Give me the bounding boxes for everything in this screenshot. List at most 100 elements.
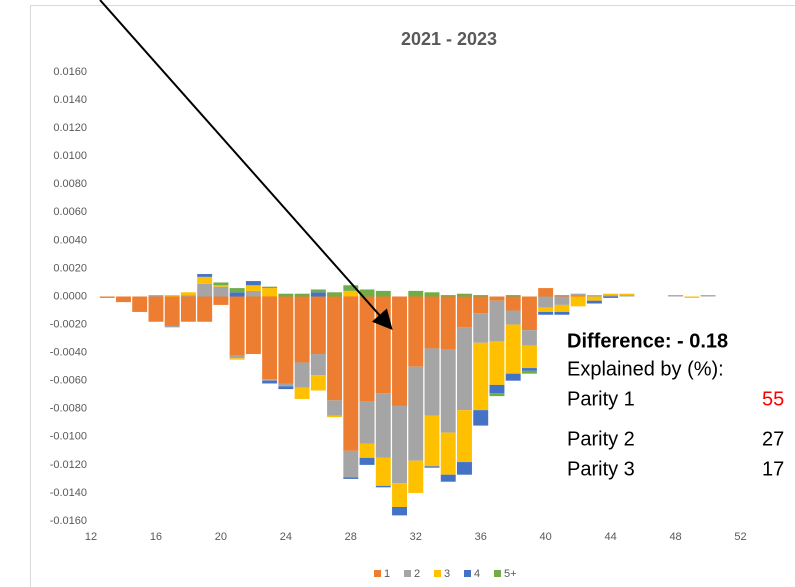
bar-segment (521, 368, 537, 371)
legend-label: 2 (414, 568, 420, 580)
bar-segment (229, 355, 245, 359)
bar-segment (457, 327, 472, 411)
parity-label: Parity 3 (567, 458, 635, 480)
bar-segment (440, 296, 456, 350)
bar-segment (505, 373, 521, 381)
bar-segment (262, 379, 278, 381)
y-tick-label: -0.0160 (50, 515, 87, 527)
bar-segment (278, 386, 294, 390)
plot: 0.0160 0.0140 0.0120 0.0100 0.0080 0.0060 0.00… (50, 66, 747, 580)
bar-segment (245, 296, 261, 355)
bar-segment (343, 477, 359, 479)
y-tick-label: 0.0160 (53, 66, 87, 78)
bar-segment (619, 295, 635, 297)
bar-segment (700, 295, 716, 297)
x-tick-label: 48 (669, 531, 681, 543)
bar-segment (359, 401, 375, 444)
y-tick-label: -0.0080 (50, 403, 87, 415)
bar-segment (327, 292, 343, 297)
bar-segment (521, 370, 537, 374)
x-tick-label: 12 (85, 531, 97, 543)
x-tick-label: 52 (734, 531, 746, 543)
bar-segment (521, 330, 537, 346)
bar-segment (684, 296, 700, 298)
bar-segment (164, 295, 180, 297)
legend-swatch (494, 570, 501, 577)
bar-segment (164, 325, 180, 328)
bar-segment (554, 295, 570, 297)
y-tick-label: -0.0140 (50, 487, 87, 499)
bar-segment (538, 288, 554, 297)
bar-segment (473, 295, 489, 297)
legend-swatch (404, 570, 411, 577)
bar-segment (262, 288, 278, 297)
difference: Difference: - 0.18 (567, 330, 728, 352)
parity-label: Parity 2 (567, 428, 635, 450)
bar-segment (457, 462, 472, 475)
arrow (99, 0, 393, 330)
bar-segment (116, 296, 131, 303)
bar-segment (554, 304, 570, 312)
bar-segment (343, 296, 359, 451)
bar-segment (278, 296, 294, 384)
bar-segment (310, 292, 326, 297)
y-tick-label: -0.0100 (50, 431, 87, 443)
bar-segment (294, 387, 310, 399)
parity-label: Parity 1 (567, 388, 635, 410)
bar-segment (359, 296, 375, 402)
y-tick-label: 0.0080 (53, 178, 87, 190)
bar-segment (668, 295, 684, 297)
bar-segment (310, 354, 326, 376)
bar-segment (245, 290, 261, 297)
bar-segment (197, 296, 213, 322)
bar-segment (489, 384, 505, 394)
bar-segment (554, 311, 570, 315)
annotation-box (560, 325, 795, 480)
bar-segment (327, 296, 343, 401)
bar-segment (229, 292, 245, 297)
y-tick-label: 0.0000 (53, 290, 87, 302)
bar-segment (538, 307, 554, 312)
legend-label: 5+ (504, 568, 517, 580)
x-tick-label: 40 (540, 531, 552, 543)
bar-segment (489, 296, 505, 301)
bar-segment (424, 415, 440, 467)
y-tick-label: 0.0020 (53, 262, 87, 274)
bar-segment (392, 483, 407, 507)
bar-segment (489, 300, 505, 342)
y-tick-label: 0.0060 (53, 206, 87, 218)
bar-segment (197, 283, 213, 297)
bar-segment (294, 296, 310, 363)
bar-segment (408, 366, 424, 461)
bar-segment (586, 296, 602, 301)
bar-segment (521, 345, 537, 369)
parity-value: 27 (762, 428, 784, 450)
bar-segment (245, 285, 261, 291)
bar-segment (359, 289, 375, 297)
bar-segment (489, 393, 505, 397)
bar-segment (262, 286, 278, 289)
bar-segment (440, 349, 456, 433)
bar-segment (408, 290, 424, 297)
bar-segment (473, 313, 489, 343)
bar-segment (213, 296, 229, 305)
bar-segment (343, 290, 359, 297)
bar-segment (148, 295, 164, 297)
bar-segment (424, 292, 440, 297)
bar-segment (375, 393, 391, 458)
parity-value: 55 (762, 388, 784, 410)
bar-segment (132, 296, 148, 312)
bar-segment (310, 289, 326, 293)
bar-segment (343, 450, 359, 478)
y-tick-label: 0.0120 (53, 122, 87, 134)
bar-segment (327, 415, 343, 418)
bar-segment (180, 295, 196, 297)
bar-segment (440, 432, 456, 475)
bar-segment (570, 293, 586, 296)
bar-segment (489, 341, 505, 385)
bar-segment (440, 474, 456, 482)
bar-segment (375, 457, 391, 486)
bar-segment (619, 293, 635, 296)
bar-segment (505, 310, 521, 325)
bar-segment (148, 296, 164, 322)
